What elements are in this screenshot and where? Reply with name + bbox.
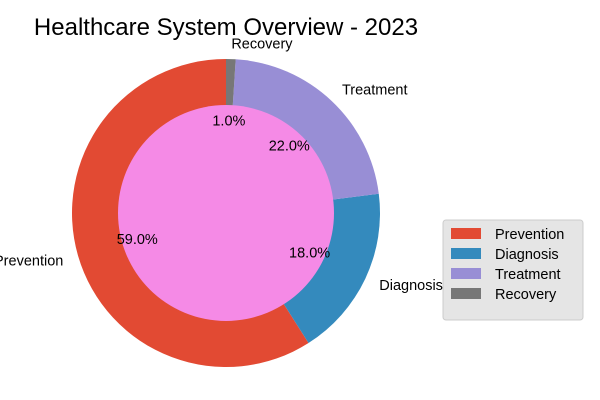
legend-label-treatment: Treatment	[495, 267, 561, 283]
legend-swatch-recovery	[451, 288, 481, 299]
legend-swatch-prevention	[451, 228, 481, 239]
legend-label-recovery: Recovery	[495, 287, 557, 303]
chart-title: Healthcare System Overview - 2023	[34, 14, 418, 41]
legend-swatch-diagnosis	[451, 248, 481, 259]
legend: Prevention Diagnosis Treatment Recovery	[442, 219, 584, 321]
slice-label-prevention: Prevention	[0, 253, 63, 269]
legend-swatch-treatment	[451, 268, 481, 279]
percent-label-diagnosis: 18.0%	[289, 245, 330, 261]
slice-label-recovery: Recovery	[231, 37, 293, 53]
slice-labels-group: Prevention Diagnosis Treatment Recovery	[0, 37, 443, 294]
slice-label-diagnosis: Diagnosis	[379, 278, 443, 294]
legend-label-prevention: Prevention	[495, 227, 564, 243]
donut-center	[118, 105, 334, 321]
percent-labels-group: 59.0% 18.0% 22.0% 1.0%	[117, 114, 331, 262]
percent-label-treatment: 22.0%	[269, 139, 310, 155]
percent-label-prevention: 59.0%	[117, 232, 158, 248]
slice-label-treatment: Treatment	[342, 83, 408, 99]
legend-label-diagnosis: Diagnosis	[495, 247, 559, 263]
percent-label-recovery: 1.0%	[212, 114, 245, 130]
